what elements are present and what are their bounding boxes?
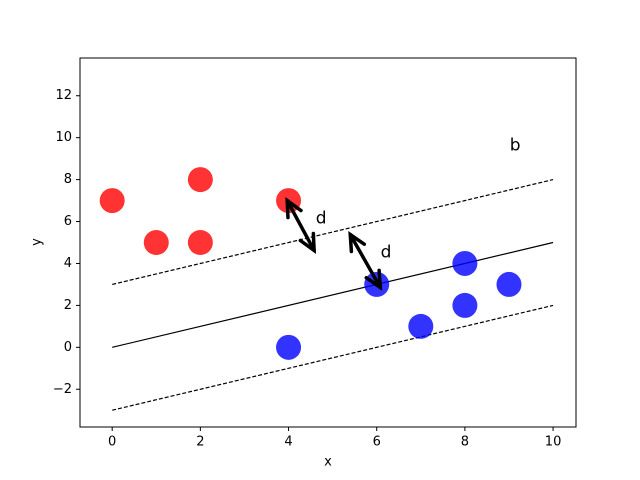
x-tick-label: 2 — [196, 435, 204, 450]
arrow-head — [364, 268, 383, 291]
point — [187, 230, 213, 255]
y-tick-label: 0 — [64, 340, 72, 355]
point — [408, 313, 434, 339]
point — [452, 292, 478, 318]
annotation: b — [510, 136, 521, 156]
arrow-head — [298, 231, 317, 255]
annotation: d — [316, 209, 327, 229]
plot-frame — [79, 57, 577, 428]
line — [112, 241, 554, 348]
point — [143, 230, 169, 255]
y-tick-label: −2 — [53, 382, 72, 397]
y-tick-label: 10 — [55, 130, 72, 145]
y-tick-label: 4 — [64, 256, 72, 271]
y-tick-label: 8 — [64, 172, 72, 187]
line — [112, 304, 554, 411]
point — [276, 334, 302, 360]
y-tick-label: 12 — [55, 88, 72, 103]
line — [112, 179, 554, 286]
point — [187, 167, 213, 193]
point — [452, 250, 478, 276]
y-tick-label: 2 — [64, 298, 72, 313]
arrow — [348, 232, 382, 290]
arrow-head — [348, 231, 367, 254]
annotation: d — [381, 243, 392, 263]
arrow-head — [285, 197, 303, 220]
point — [99, 188, 125, 214]
x-tick-label: 4 — [284, 435, 292, 450]
x-tick-label: 8 — [461, 435, 469, 450]
y-axis-label: y — [30, 238, 45, 246]
arrow — [285, 198, 316, 253]
y-tick-label: 6 — [64, 214, 72, 229]
x-tick-label: 0 — [108, 435, 116, 450]
x-tick-label: 6 — [373, 435, 381, 450]
x-tick-label: 10 — [545, 435, 562, 450]
point — [496, 271, 522, 297]
x-axis-label: x — [324, 455, 332, 470]
